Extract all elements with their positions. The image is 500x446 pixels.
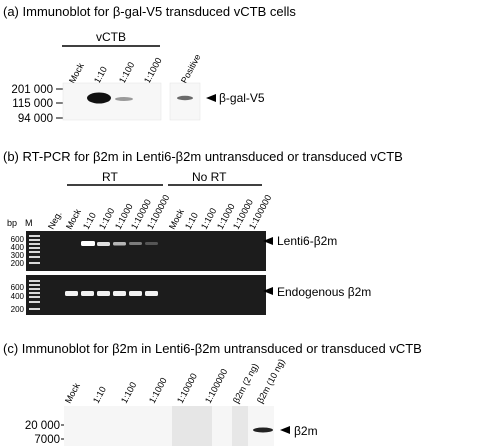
panel-b-gel2-band	[129, 291, 142, 296]
panel-c-title: (c) Immunoblot for β2m in Lenti6-β2m unt…	[3, 341, 422, 356]
ladder-band	[29, 251, 40, 253]
panel-b-gel1	[26, 231, 266, 271]
panel-c-band-label: β2m	[294, 424, 318, 438]
panel-b-size-label: 400	[11, 292, 25, 301]
panel-a-marker: 201 000	[11, 84, 53, 96]
panel-c-lane-label: Mock	[63, 381, 82, 405]
panel-b-group-label: No RT	[192, 170, 227, 184]
panel-a-group-label: vCTB	[96, 30, 126, 44]
panel-b-gel2-sizes: 600 400 200	[11, 283, 25, 314]
ladder-band	[29, 256, 40, 258]
panel-b-gel2-band	[113, 291, 126, 296]
panel-c-marker: 20 000	[25, 420, 60, 432]
panel-b-gel2-band	[145, 291, 158, 296]
panel-b-lane-label: Neg.	[46, 209, 64, 230]
ladder-band	[29, 288, 40, 290]
panel-b-lane-label: Mock	[64, 207, 83, 231]
panel-c-lane-label: β2m (10 ng)	[255, 357, 287, 405]
ladder-band	[29, 301, 40, 303]
panel-b-bp-label: bp	[7, 218, 17, 228]
ladder-band	[29, 296, 40, 298]
panel-c-lane-label: 1:10000	[175, 372, 199, 405]
panel-b-gel1-band	[81, 241, 95, 246]
panel-c-lane-labels: Mock 1:10 1:100 1:1000 1:10000 1:100000 …	[63, 357, 287, 405]
panel-c-arrow-icon	[280, 426, 290, 434]
panel-b-size-label: 400	[11, 243, 25, 252]
panel-b-size-label: 600	[11, 235, 25, 244]
panel-b-gel2-arrow-icon	[263, 287, 273, 295]
panel-a-lane-label: 1:1000	[142, 56, 164, 85]
panel-b-gel1-band	[113, 242, 126, 246]
panel-b-gel1-band	[129, 242, 142, 245]
ladder-band	[29, 284, 40, 286]
panel-a-arrow-icon	[206, 94, 216, 102]
ladder-band	[29, 239, 40, 241]
panel-a-band	[87, 92, 111, 104]
panel-b-lane-label: 1:10	[183, 211, 200, 231]
panel-c-marker: 7000	[34, 434, 60, 446]
panel-b-gel2-band	[65, 291, 78, 296]
panel-b-gel2-band-label: Endogenous β2m	[277, 285, 371, 299]
panel-a-markers: 201 000 115 000 94 000	[11, 84, 53, 125]
panel-c-background-smear	[232, 406, 248, 446]
panel-b-group-label: RT	[102, 170, 118, 184]
panel-b-gel1-ladder	[29, 235, 40, 264]
ladder-band	[29, 235, 40, 237]
panel-b-lane-label: 1:100000	[247, 193, 273, 231]
panel-a-marker: 94 000	[18, 113, 53, 125]
panel-b-size-label: 300	[11, 251, 25, 260]
panel-c-lane-label: 1:10	[91, 385, 108, 405]
panel-a-lane-label: Mock	[67, 61, 86, 85]
panel-a-positive-band	[177, 95, 193, 101]
panel-b-title: (b) RT-PCR for β2m in Lenti6-β2m untrans…	[3, 149, 403, 164]
panel-a-band	[115, 97, 133, 101]
panel-a-positive-blot	[169, 82, 201, 121]
panel-b-lane-label: 1:10	[81, 211, 98, 231]
ladder-band	[29, 292, 40, 294]
panel-b-gel2-band	[97, 291, 110, 296]
panel-a-lane-label: 1:100	[117, 60, 136, 85]
panel-a-marker: 115 000	[12, 98, 53, 110]
ladder-band	[29, 308, 40, 310]
ladder-band	[29, 280, 40, 282]
panel-b-gel1-band	[97, 242, 110, 246]
panel-c-background-smear	[172, 406, 212, 446]
panel-c-band	[253, 427, 273, 433]
panel-a-lane-labels: Mock 1:10 1:100 1:1000 Positive	[67, 52, 203, 85]
panel-c-markers: 20 000 7000	[25, 420, 60, 446]
panel-c-lane-label: 1:100	[119, 380, 138, 405]
panel-c-lane-label: 1:1000	[147, 376, 169, 405]
panel-b-gel1-sizes: 600 400 300 200	[11, 235, 25, 268]
panel-b-lane-labels: Neg. Mock 1:10 1:100 1:1000 1:10000 1:10…	[46, 193, 273, 231]
panel-b-gel2-ladder	[29, 280, 40, 310]
panel-a-title: (a) Immunoblot for β-gal-V5 transduced v…	[3, 4, 296, 19]
panel-b-gel1-band-label: Lenti6-β2m	[277, 234, 337, 248]
ladder-band	[29, 262, 40, 264]
panel-a-blot	[62, 82, 162, 121]
panel-a-band-label: β-gal-V5	[219, 91, 265, 105]
panel-b-gel1-arrow-icon	[263, 237, 273, 245]
panel-b-gel1-band	[145, 242, 158, 245]
ladder-band	[29, 247, 40, 249]
panel-b-size-label: 200	[11, 259, 25, 268]
panel-b-size-label: 200	[11, 305, 25, 314]
panel-a-positive-lane-label: Positive	[179, 52, 203, 85]
panel-a-lane-label: 1:10	[92, 65, 109, 85]
panel-b-size-label: 600	[11, 283, 25, 292]
panel-b-ladder-label: M	[25, 218, 33, 228]
panel-c-lane-label: 1:100000	[203, 367, 229, 405]
ladder-band	[29, 243, 40, 245]
panel-b-gel2-band	[81, 291, 94, 296]
